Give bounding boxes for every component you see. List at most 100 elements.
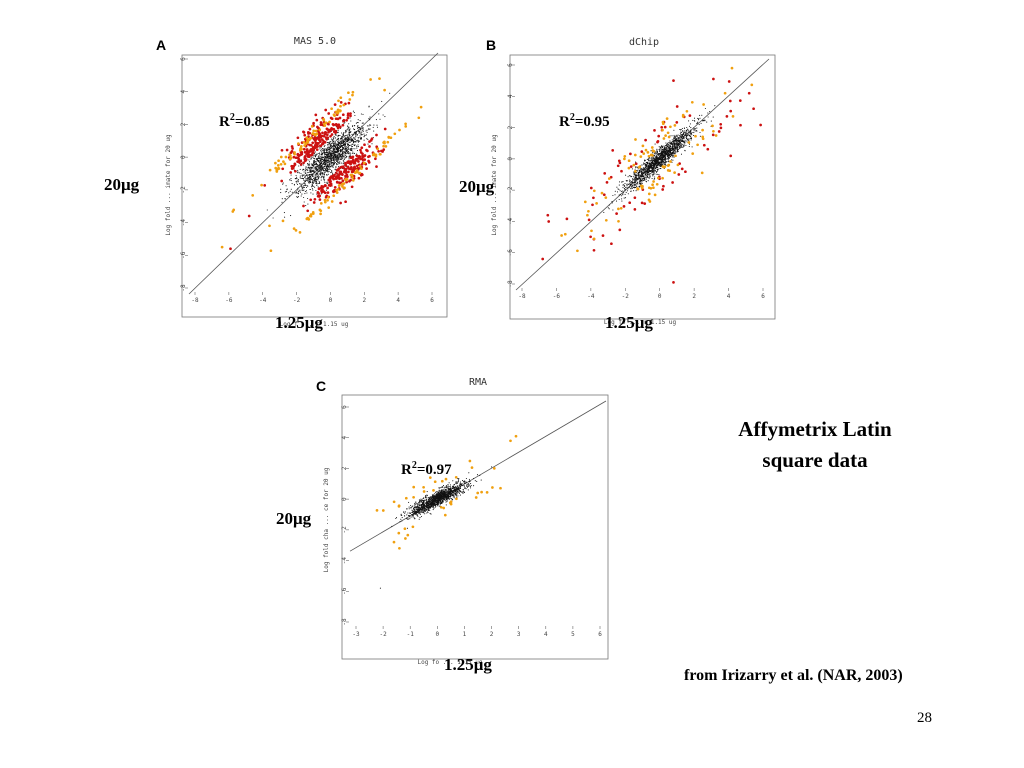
point-black	[424, 508, 426, 510]
point-black	[624, 189, 627, 191]
point-black	[695, 130, 697, 132]
y-tick-label: 2	[180, 122, 187, 126]
point-black	[356, 153, 358, 155]
point-black	[647, 165, 649, 167]
point-black	[628, 183, 630, 185]
point-orange	[644, 148, 648, 152]
point-red	[565, 217, 569, 221]
point-black	[359, 136, 361, 138]
point-orange	[607, 177, 611, 180]
point-black	[673, 144, 675, 146]
point-orange	[664, 134, 667, 137]
point-black	[653, 161, 655, 163]
point-orange	[306, 217, 310, 220]
point-black	[309, 180, 311, 183]
point-black	[434, 498, 436, 500]
point-black	[350, 120, 352, 122]
point-black	[302, 188, 304, 190]
point-black	[360, 136, 362, 139]
point-black	[639, 186, 641, 188]
point-black	[345, 155, 347, 157]
point-red	[347, 170, 350, 174]
point-orange	[389, 136, 393, 140]
point-black	[329, 148, 331, 151]
point-black	[447, 485, 449, 487]
point-black	[640, 183, 642, 185]
point-orange	[339, 109, 342, 113]
point-black	[299, 183, 301, 185]
point-black	[639, 174, 641, 176]
point-black	[328, 160, 330, 162]
point-black	[324, 171, 326, 173]
point-black	[318, 161, 320, 163]
point-black	[342, 144, 344, 146]
point-red	[605, 181, 609, 184]
point-black	[656, 169, 658, 171]
point-black	[320, 162, 322, 165]
point-black	[639, 174, 641, 176]
point-black	[675, 141, 678, 143]
point-black	[341, 141, 343, 143]
point-black	[342, 148, 344, 150]
point-black	[437, 505, 439, 507]
point-orange	[383, 88, 386, 92]
point-black	[662, 146, 664, 149]
point-orange	[311, 211, 315, 214]
point-black	[434, 506, 436, 508]
x-tick-label: 0	[436, 631, 440, 638]
point-black	[674, 142, 676, 144]
point-black	[315, 180, 317, 182]
identity-line	[349, 400, 607, 552]
point-black	[337, 136, 339, 138]
point-black	[324, 153, 326, 155]
point-black	[298, 172, 301, 174]
point-black	[369, 116, 371, 118]
point-black	[313, 179, 316, 181]
point-black	[678, 148, 680, 151]
point-orange	[311, 132, 315, 136]
point-black	[315, 154, 317, 156]
point-red	[346, 116, 350, 120]
point-red	[294, 169, 297, 173]
point-red	[656, 139, 660, 143]
point-black	[663, 145, 665, 147]
point-black	[667, 142, 669, 144]
point-orange	[339, 96, 343, 100]
point-black	[630, 181, 632, 183]
point-black	[651, 171, 653, 173]
point-black	[315, 189, 317, 192]
point-black	[360, 133, 362, 135]
point-black	[354, 131, 356, 133]
point-black	[683, 143, 685, 145]
point-black	[344, 153, 346, 155]
point-black	[296, 182, 298, 184]
y-tick-label: 0	[180, 155, 187, 159]
point-black	[331, 152, 333, 154]
point-black	[664, 149, 666, 151]
point-black	[680, 133, 682, 135]
point-black	[335, 158, 337, 160]
point-black	[645, 163, 647, 165]
point-black	[335, 147, 337, 149]
point-black	[335, 166, 337, 168]
point-black	[328, 153, 330, 155]
point-black	[368, 128, 370, 130]
point-black	[656, 156, 658, 158]
y-tick-label: -6	[341, 587, 348, 595]
point-black	[332, 172, 334, 174]
point-black	[677, 144, 679, 146]
point-black	[308, 178, 310, 180]
point-black	[652, 162, 654, 164]
point-black	[324, 170, 326, 172]
point-black	[698, 124, 700, 126]
point-black	[641, 177, 643, 180]
point-black	[662, 148, 664, 150]
point-red	[308, 143, 311, 147]
point-orange	[328, 120, 331, 124]
point-orange	[595, 202, 598, 205]
point-black	[318, 155, 320, 157]
point-black	[631, 187, 633, 189]
point-black	[696, 127, 698, 129]
point-black	[441, 489, 443, 491]
point-black	[303, 171, 305, 173]
